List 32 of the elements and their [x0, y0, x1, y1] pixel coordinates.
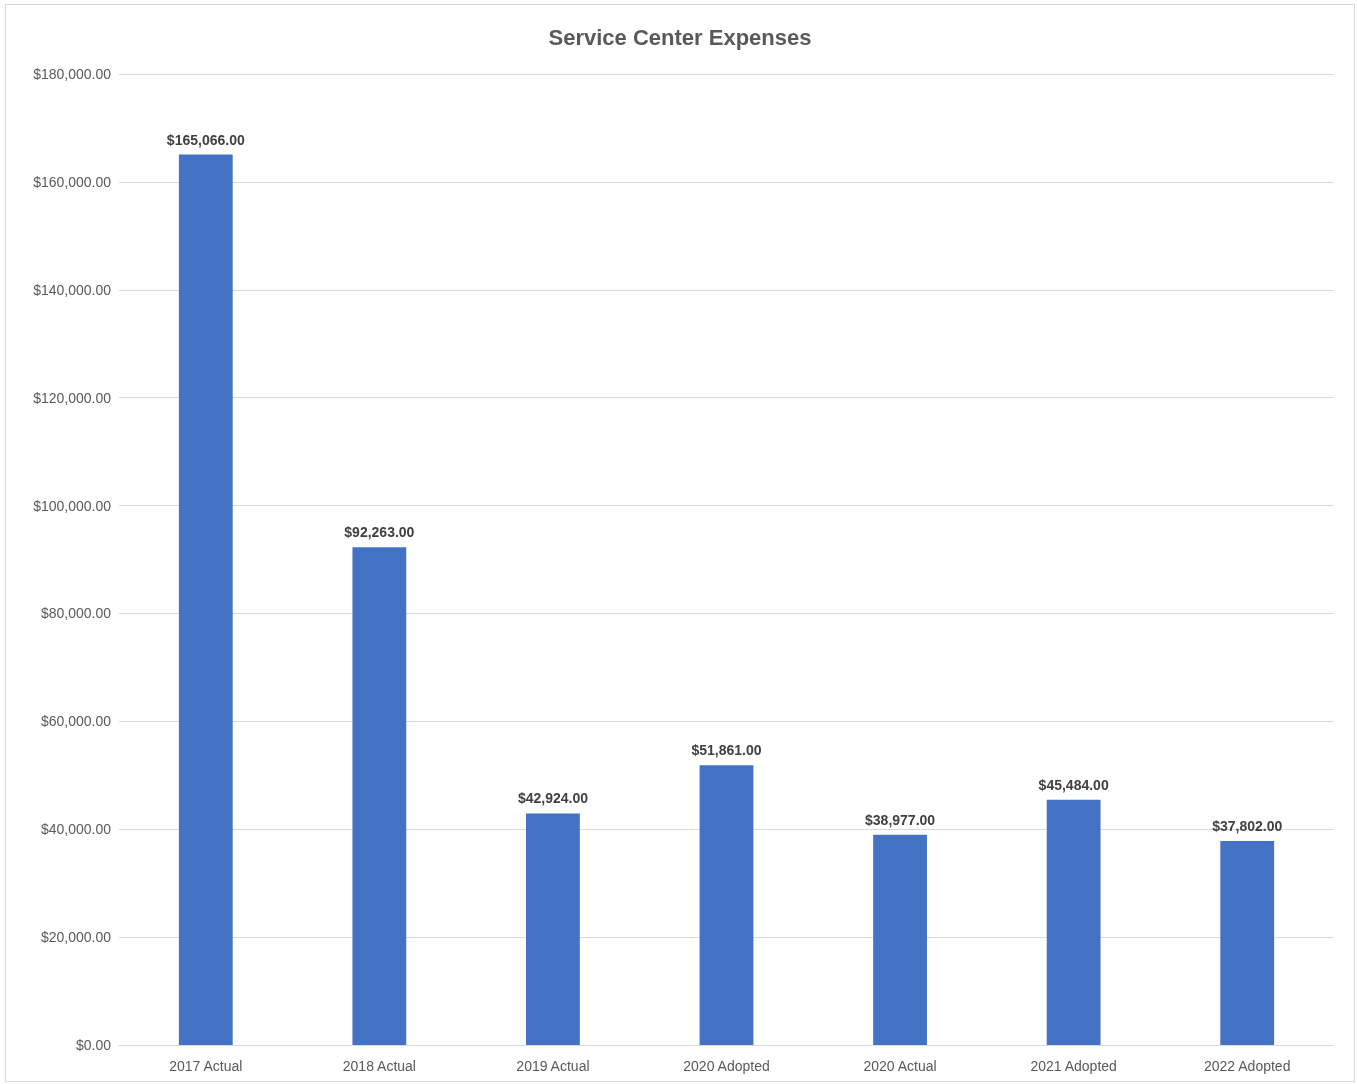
x-tick-label: 2020 Actual [863, 1058, 937, 1074]
bar [873, 834, 927, 1045]
y-tick-label: $40,000.00 [40, 821, 112, 838]
x-tick-label: 2017 Actual [169, 1058, 243, 1074]
data-label: $51,861.00 [691, 742, 762, 759]
data-label: $42,924.00 [517, 790, 589, 807]
data-label: $165,066.00 [166, 131, 245, 148]
y-tick-label: $120,000.00 [33, 389, 112, 406]
data-label: $38,977.00 [865, 811, 936, 828]
bar [352, 547, 407, 1045]
y-tick-label: $60,000.00 [40, 713, 112, 730]
chart-title: Service Center Expenses [548, 24, 812, 50]
x-tick-label: 2020 Adopted [683, 1058, 770, 1074]
data-label: $45,484.00 [1038, 776, 1109, 793]
bar [178, 154, 233, 1045]
bar [699, 765, 754, 1045]
x-tick-label: 2022 Adopted [1204, 1058, 1291, 1074]
x-tick-label: 2021 Adopted [1030, 1058, 1117, 1074]
bar [526, 813, 580, 1045]
bar [1220, 841, 1275, 1045]
data-label: $37,802.00 [1212, 818, 1283, 835]
y-tick-label: $160,000.00 [33, 173, 112, 190]
bar [1046, 799, 1101, 1045]
data-label: $92,263.00 [344, 524, 415, 541]
y-tick-label: $20,000.00 [40, 929, 112, 946]
y-tick-label: $100,000.00 [33, 497, 112, 514]
y-tick-label: $140,000.00 [33, 281, 112, 298]
x-tick-label: 2019 Actual [516, 1058, 590, 1074]
y-tick-label: $180,000.00 [33, 66, 112, 82]
y-tick-label: $80,000.00 [40, 605, 112, 622]
x-tick-label: 2018 Actual [342, 1058, 416, 1074]
y-tick-label: $0.00 [75, 1037, 112, 1053]
